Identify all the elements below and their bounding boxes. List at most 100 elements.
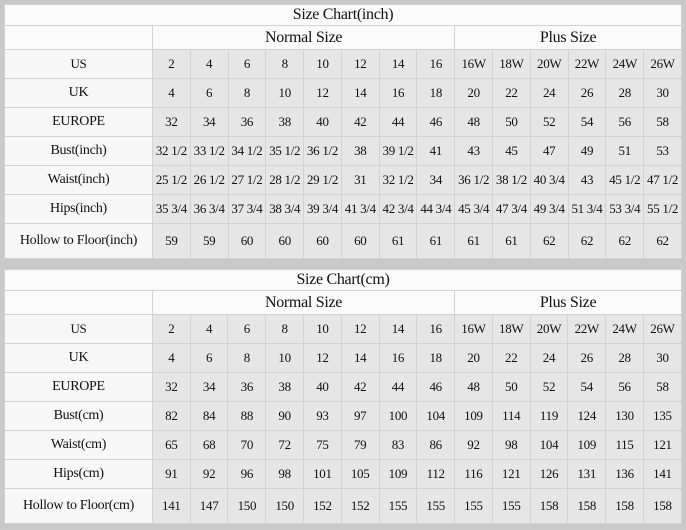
size-value-cell: 42 3/4 (378, 194, 418, 224)
size-value-cell: 34 (416, 165, 456, 195)
table-row: Hips(cm) 91 92 96 98 101 105 109 112 116 121 126 131… (4, 459, 683, 489)
size-value-cell: 59 (189, 223, 229, 259)
size-value-cell: 16W (454, 314, 493, 344)
size-value-cell: 52 (529, 107, 569, 137)
size-value-cell: 42 (340, 107, 380, 137)
row-label: US (4, 49, 153, 79)
plus-size-header: Plus Size (454, 290, 682, 315)
size-value-cell: 4 (189, 49, 229, 79)
size-value-cell: 62 (529, 223, 569, 259)
size-value-cell: 28 1/2 (265, 165, 305, 195)
table-row: Hips(inch) 35 3/4 36 3/4 37 3/4 38 3/4 39 3/4… (4, 194, 682, 224)
size-value-cell: 10 (303, 49, 342, 79)
size-value-cell: 49 3/4 (529, 194, 569, 224)
size-value-cell: 28 (605, 78, 645, 108)
size-value-cell: 62 (643, 223, 682, 259)
size-value-cell: 30 (643, 78, 682, 108)
row-label: EUROPE (4, 372, 153, 402)
size-value-cell: 55 1/2 (643, 194, 682, 224)
size-value-cell: 158 (605, 488, 644, 524)
size-value-cell: 38 (340, 136, 380, 166)
size-value-cell: 62 (567, 223, 607, 259)
size-value-cell: 47 3/4 (492, 194, 531, 224)
size-value-cell: 34 (189, 372, 229, 402)
size-value-cell: 36 1/2 (303, 136, 342, 166)
size-value-cell: 60 (227, 223, 267, 259)
size-value-cell: 36 3/4 (189, 194, 229, 224)
size-value-cell: 34 (189, 107, 229, 137)
size-value-cell: 36 (227, 372, 267, 402)
size-value-cell: 155 (454, 488, 493, 524)
size-value-cell: 114 (491, 401, 531, 431)
row-label: UK (4, 343, 153, 373)
size-value-cell: 26 1/2 (189, 165, 229, 195)
size-value-cell: 119 (529, 401, 569, 431)
row-label: Hips(inch) (4, 194, 153, 224)
size-value-cell: 109 (378, 459, 418, 489)
size-value-cell: 56 (605, 107, 645, 137)
size-value-cell: 59 (151, 223, 191, 259)
size-value-cell: 155 (491, 488, 531, 524)
size-value-cell: 33 1/2 (189, 136, 229, 166)
size-value-cell: 121 (491, 459, 531, 489)
size-value-cell: 22W (567, 49, 607, 79)
size-value-cell: 45 1/2 (605, 165, 645, 195)
size-value-cell: 10 (303, 314, 342, 344)
size-value-cell: 54 (567, 107, 607, 137)
size-value-cell: 6 (189, 343, 229, 373)
size-value-cell: 22 (492, 78, 531, 108)
size-value-cell: 31 (340, 165, 380, 195)
size-value-cell: 12 (340, 314, 380, 344)
size-value-cell: 18W (491, 314, 531, 344)
size-value-cell: 32 (151, 372, 191, 402)
size-value-cell: 93 (303, 401, 342, 431)
size-value-cell: 35 3/4 (151, 194, 191, 224)
table-row: Waist(cm) 65 68 70 72 75 79 83 86 92 98 104 109 115 12… (4, 430, 683, 460)
size-value-cell: 44 3/4 (416, 194, 456, 224)
size-value-cell: 4 (151, 343, 191, 373)
size-value-cell: 18W (492, 49, 531, 79)
chart-title: Size Chart(inch) (4, 4, 682, 26)
size-value-cell: 155 (378, 488, 418, 524)
size-value-cell: 62 (605, 223, 645, 259)
size-value-cell: 115 (605, 430, 644, 460)
size-chart-inch-table: Size Chart(inch) Normal Size Plus Size US 2 4… (4, 4, 682, 259)
size-value-cell: 92 (189, 459, 229, 489)
size-value-cell: 6 (227, 314, 267, 344)
size-value-cell: 82 (151, 401, 191, 431)
size-value-cell: 8 (227, 343, 267, 373)
table-row: UK 4 6 8 10 12 14 16 18 20 22 24 26 28 30 (4, 343, 683, 373)
size-value-cell: 48 (454, 372, 493, 402)
row-label: UK (4, 78, 153, 108)
size-value-cell: 86 (416, 430, 456, 460)
size-value-cell: 24W (605, 314, 644, 344)
size-value-cell: 104 (416, 401, 456, 431)
size-value-cell: 100 (378, 401, 418, 431)
size-value-cell: 34 1/2 (227, 136, 267, 166)
size-value-cell: 101 (303, 459, 342, 489)
size-value-cell: 68 (189, 430, 229, 460)
size-value-cell: 116 (454, 459, 493, 489)
size-value-cell: 24 (529, 343, 569, 373)
size-value-cell: 58 (642, 372, 683, 402)
size-value-cell: 22W (567, 314, 607, 344)
size-value-cell: 16 (378, 78, 418, 108)
size-value-cell: 20W (529, 49, 569, 79)
size-value-cell: 41 3/4 (340, 194, 380, 224)
size-value-cell: 53 3/4 (605, 194, 645, 224)
size-value-cell: 24 (529, 78, 569, 108)
size-value-cell: 39 1/2 (378, 136, 418, 166)
row-label: Hollow to Floor(cm) (4, 488, 153, 524)
size-value-cell: 20W (529, 314, 569, 344)
size-value-cell: 60 (340, 223, 380, 259)
size-value-cell: 109 (567, 430, 607, 460)
size-value-cell: 38 1/2 (492, 165, 531, 195)
size-value-cell: 109 (454, 401, 493, 431)
size-value-cell: 155 (416, 488, 456, 524)
size-value-cell: 18 (416, 343, 456, 373)
size-value-cell: 52 (529, 372, 569, 402)
size-value-cell: 8 (227, 78, 267, 108)
size-value-cell: 130 (605, 401, 644, 431)
size-value-cell: 124 (567, 401, 607, 431)
size-value-cell: 26W (643, 49, 682, 79)
